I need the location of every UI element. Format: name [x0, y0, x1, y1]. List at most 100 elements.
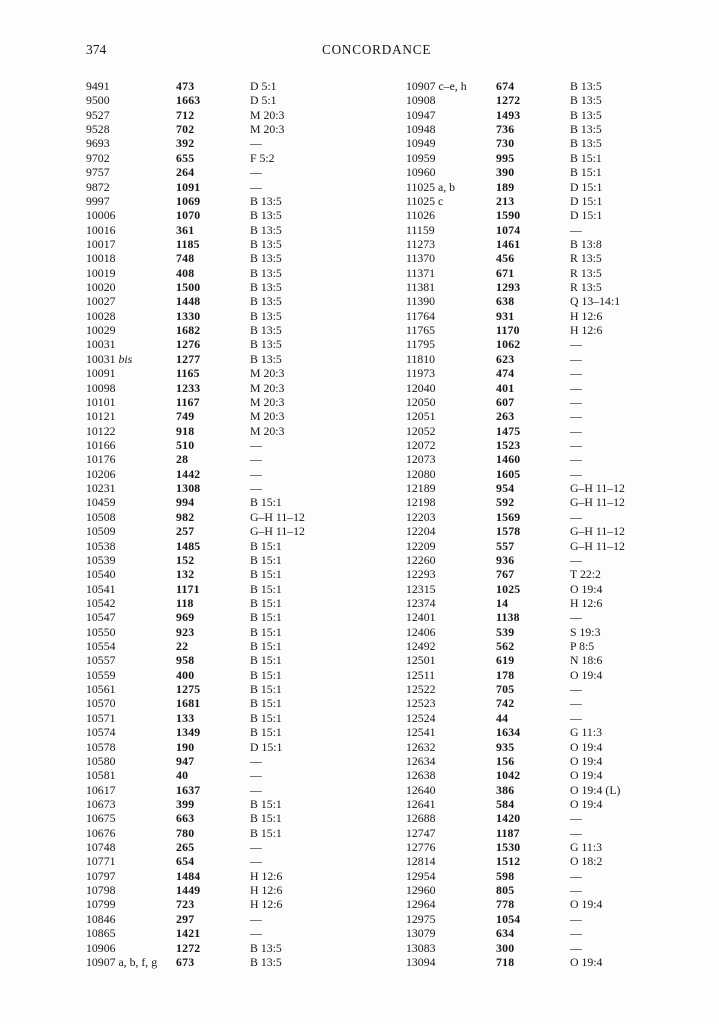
- catalogue-number: 736: [496, 122, 515, 137]
- table-row: 9693 392 —: [86, 136, 391, 150]
- reference: M 20:3: [250, 409, 285, 424]
- reference: —: [570, 811, 582, 826]
- entry-number: 10017: [86, 236, 116, 251]
- reference: M 20:3: [250, 423, 285, 438]
- entry-number: 10231: [86, 481, 116, 496]
- entry-number: 10907 a, b, f, g: [86, 954, 158, 969]
- reference: —: [250, 782, 262, 797]
- catalogue-number: 969: [176, 610, 195, 625]
- table-row: 11273 1461 B 13:8: [406, 237, 711, 251]
- table-row: 10948 736 B 13:5: [406, 122, 711, 136]
- catalogue-number: 1275: [176, 682, 201, 697]
- catalogue-number: 132: [176, 567, 195, 582]
- catalogue-number: 654: [176, 854, 195, 869]
- reference: —: [570, 337, 582, 352]
- entry-number: 10091: [86, 366, 116, 381]
- catalogue-number: 44: [496, 710, 509, 725]
- catalogue-number: 935: [496, 739, 515, 754]
- reference: O 19:4 (L): [570, 782, 621, 797]
- reference: —: [570, 409, 582, 424]
- entry-number: 10617: [86, 782, 116, 797]
- table-row: 12632 935 O 19:4: [406, 740, 711, 754]
- reference: —: [570, 380, 582, 395]
- table-row: 11973 474 —: [406, 366, 711, 380]
- catalogue-number: 748: [176, 251, 195, 266]
- entry-number: 12522: [406, 682, 436, 697]
- reference: —: [570, 883, 582, 898]
- catalogue-number: 510: [176, 437, 195, 452]
- table-row: 11810 623 —: [406, 352, 711, 366]
- entry-number: 10459: [86, 495, 116, 510]
- entry-number: 10908: [406, 93, 436, 108]
- entry-number: 13083: [406, 940, 436, 955]
- reference: G 11:3: [570, 840, 603, 855]
- table-row: 12050 607 —: [406, 395, 711, 409]
- entry-number: 10675: [86, 811, 116, 826]
- entry-number: 12960: [406, 883, 436, 898]
- reference: —: [250, 466, 262, 481]
- catalogue-number: 1070: [176, 208, 201, 223]
- catalogue-number: 1420: [496, 811, 521, 826]
- table-row: 12634 156 O 19:4: [406, 754, 711, 768]
- catalogue-number: 655: [176, 150, 195, 165]
- entry-number: 10561: [86, 682, 116, 697]
- entry-number: 12638: [406, 768, 436, 783]
- entry-number: 10016: [86, 222, 116, 237]
- table-row: 10561 1275 B 15:1: [86, 682, 391, 696]
- reference: —: [570, 940, 582, 955]
- table-row: 11390 638 Q 13–14:1: [406, 294, 711, 308]
- reference: —: [250, 179, 262, 194]
- reference: Q 13–14:1: [570, 294, 621, 309]
- table-row: 11159 1074 —: [406, 223, 711, 237]
- table-row: 10906 1272 B 13:5: [86, 941, 391, 955]
- reference: G 11:3: [570, 725, 603, 740]
- catalogue-number: 723: [176, 897, 195, 912]
- catalogue-number: 931: [496, 308, 515, 323]
- entry-number: 12632: [406, 739, 436, 754]
- entry-number: 11795: [406, 337, 436, 352]
- entry-number: 10673: [86, 796, 116, 811]
- catalogue-number: 638: [496, 294, 515, 309]
- reference: B 15:1: [250, 667, 282, 682]
- catalogue-number: 1663: [176, 93, 201, 108]
- reference: G–H 11–12: [250, 509, 305, 524]
- catalogue-number: 156: [496, 753, 515, 768]
- table-row: 10018 748 B 13:5: [86, 251, 391, 265]
- table-row: 9500 1663 D 5:1: [86, 93, 391, 107]
- catalogue-number: 1187: [496, 825, 520, 840]
- reference: O 18:2: [570, 854, 603, 869]
- catalogue-number: 1569: [496, 509, 521, 524]
- entry-number: 12964: [406, 897, 436, 912]
- catalogue-number: 780: [176, 825, 195, 840]
- reference: —: [250, 926, 262, 941]
- entry-number: 12073: [406, 452, 436, 467]
- table-row: 10960 390 B 15:1: [406, 165, 711, 179]
- entry-number: 12975: [406, 911, 436, 926]
- table-row: 10176 28 —: [86, 452, 391, 466]
- entry-number: 10907 c–e, h: [406, 79, 467, 93]
- reference: B 15:1: [250, 696, 282, 711]
- reference: —: [570, 610, 582, 625]
- entry-number: 12523: [406, 696, 436, 711]
- entry-number: 12040: [406, 380, 436, 395]
- catalogue-number: 40: [176, 768, 189, 783]
- table-row: 10748 265 —: [86, 840, 391, 854]
- catalogue-number: 400: [176, 667, 195, 682]
- entry-number: 12050: [406, 394, 436, 409]
- catalogue-number: 539: [496, 624, 515, 639]
- page-title: CONCORDANCE: [322, 42, 432, 57]
- table-row: 9528 702 M 20:3: [86, 122, 391, 136]
- reference: O 19:4: [570, 739, 603, 754]
- table-row: 10676 780 B 15:1: [86, 826, 391, 840]
- entry-number: 12501: [406, 653, 436, 668]
- table-row: 10027 1448 B 13:5: [86, 294, 391, 308]
- catalogue-number: 1493: [496, 107, 521, 122]
- table-row: 12492 562 P 8:5: [406, 639, 711, 653]
- reference: P 8:5: [570, 639, 595, 654]
- entry-number: 9693: [86, 136, 110, 151]
- entry-number: 12260: [406, 552, 436, 567]
- reference: —: [570, 466, 582, 481]
- reference: N 18:6: [570, 653, 603, 668]
- table-row: 10539 152 B 15:1: [86, 553, 391, 567]
- entry-number: 11273: [406, 236, 436, 251]
